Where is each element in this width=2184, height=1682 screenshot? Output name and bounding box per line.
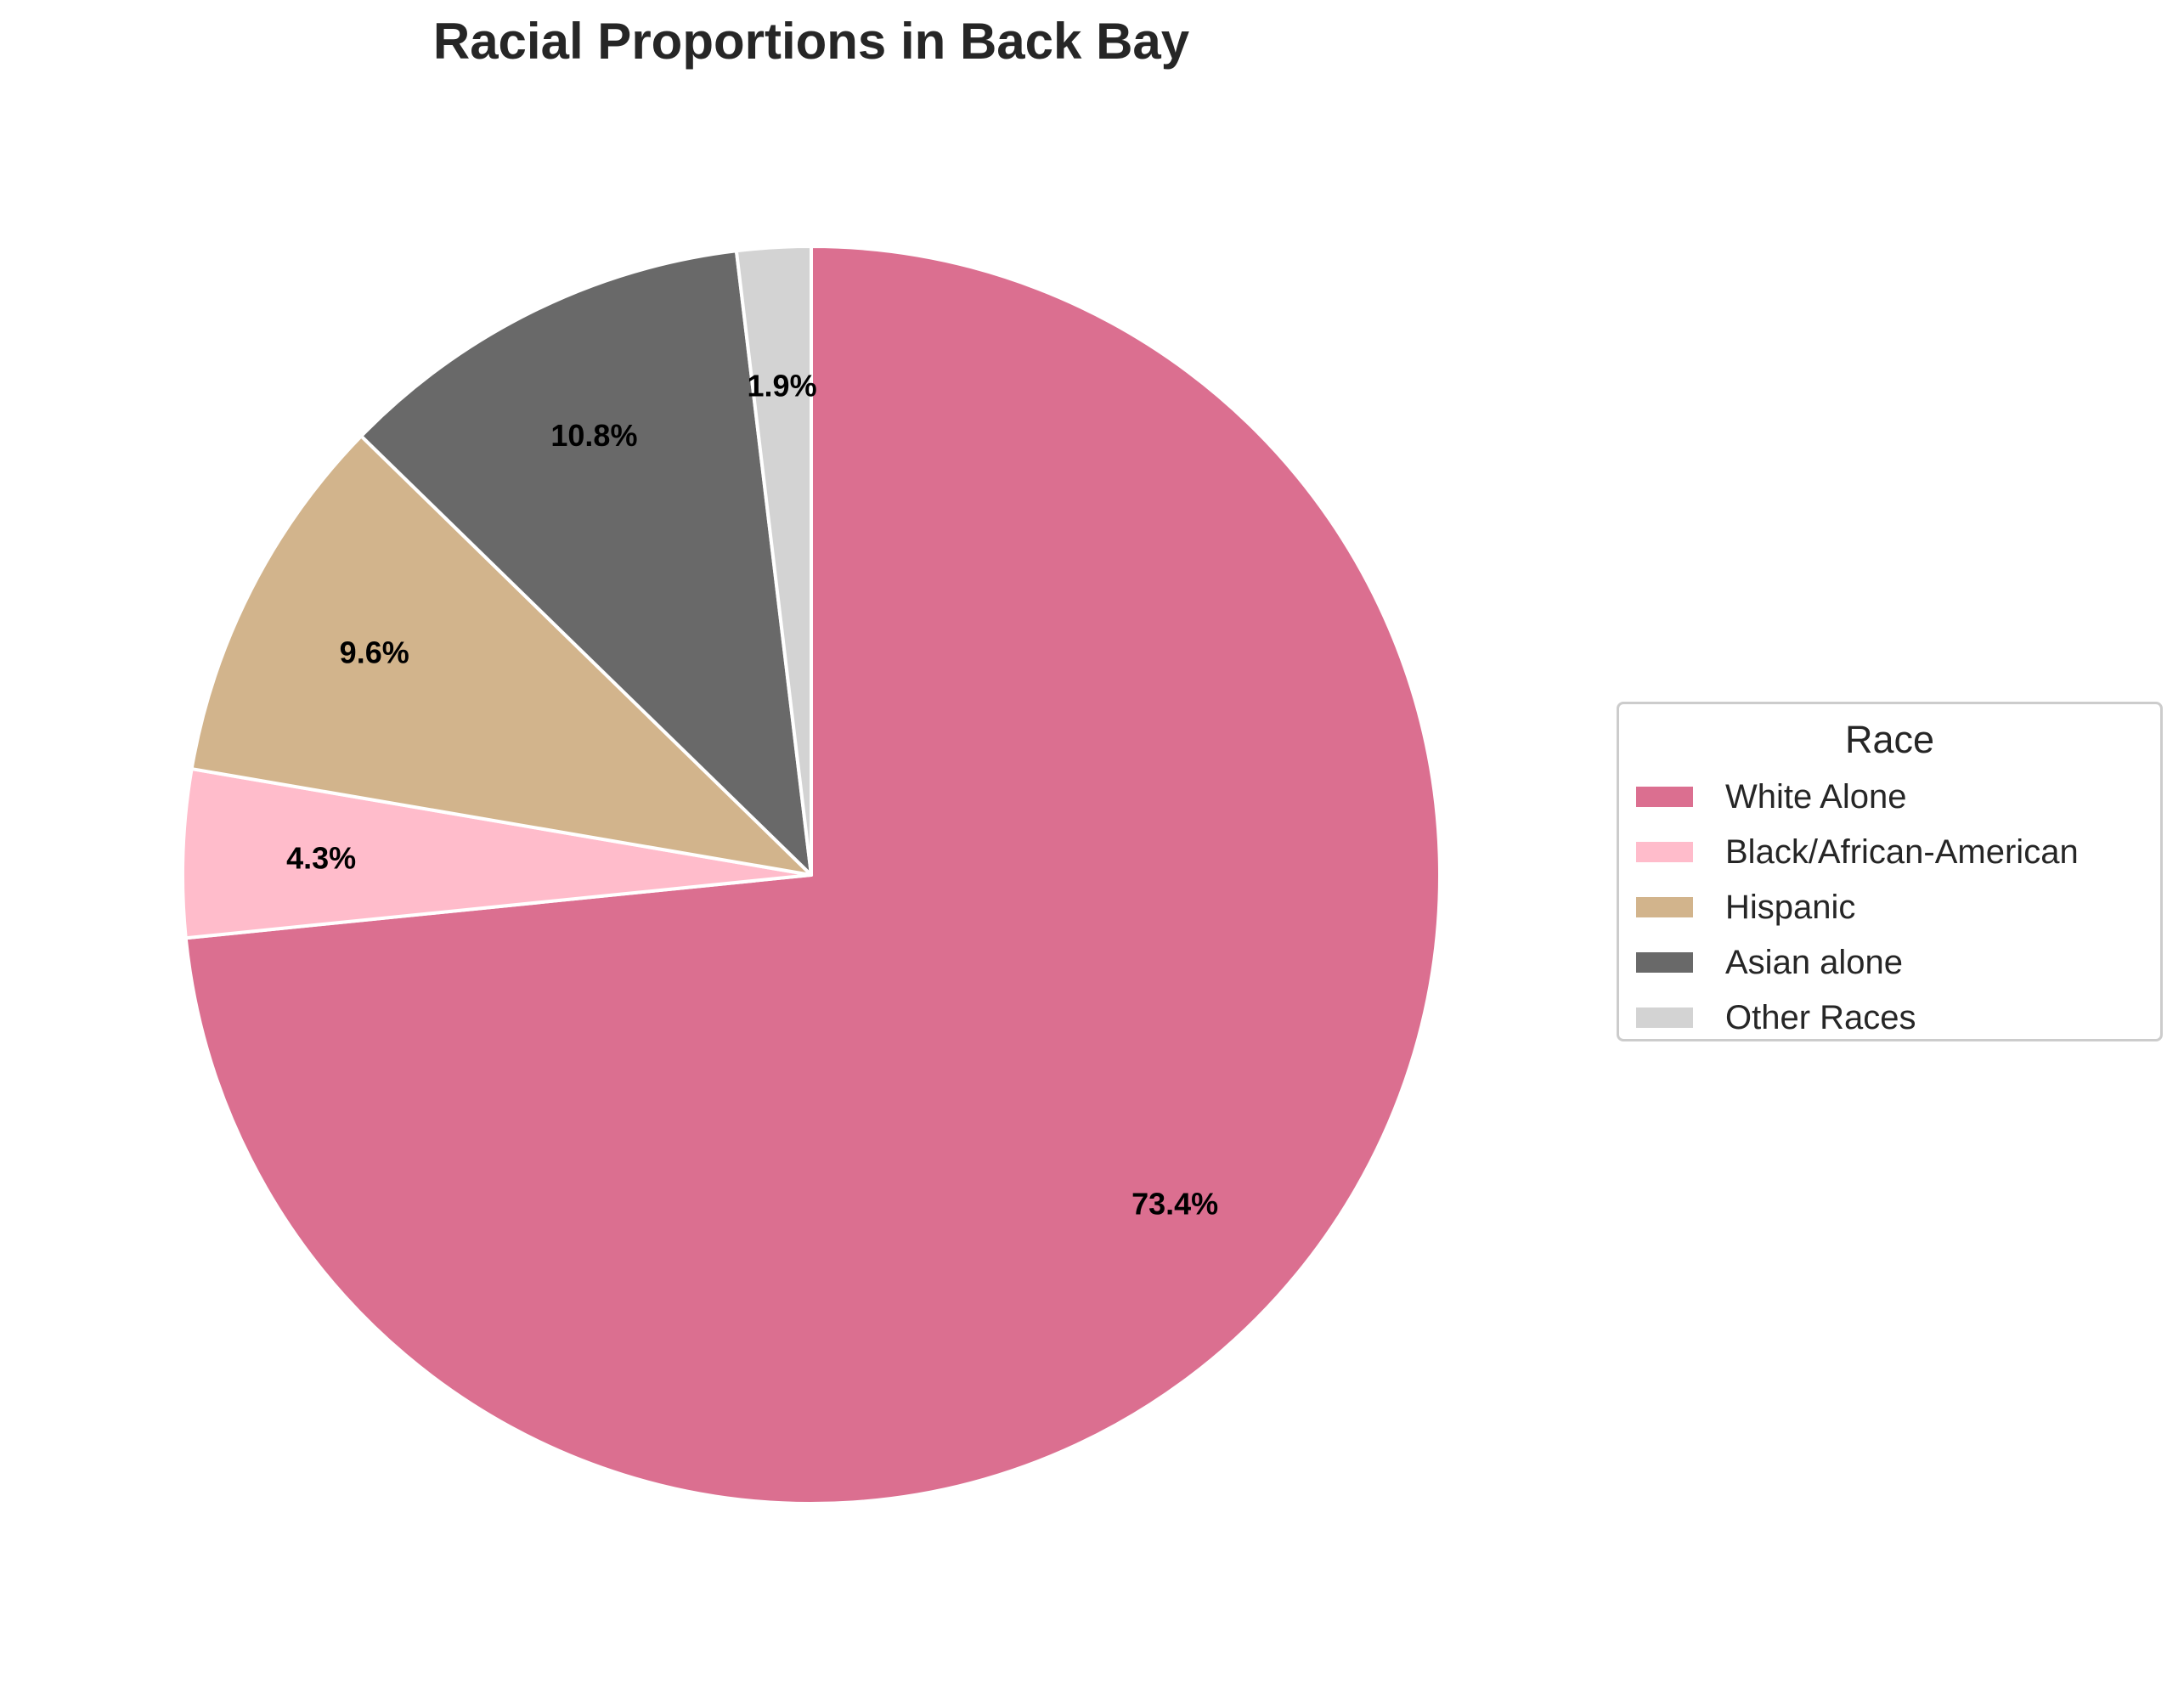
legend-label: Other Races xyxy=(1725,998,1916,1036)
slice-percent-label: 73.4% xyxy=(1132,1187,1218,1222)
legend-swatch xyxy=(1636,1008,1693,1028)
legend: Race White Alone Black/African-American Hi… xyxy=(1617,702,2163,1041)
legend-item: Black/African-American xyxy=(1636,831,2079,873)
pie-slice-other-races xyxy=(734,245,813,877)
legend-swatch xyxy=(1636,787,1693,807)
pie-slice-asian-alone xyxy=(359,249,813,877)
legend-item: Other Races xyxy=(1636,996,1916,1039)
legend-item: Hispanic xyxy=(1636,886,1855,928)
slice-percent-label: 9.6% xyxy=(340,635,409,669)
legend-item: White Alone xyxy=(1636,776,1906,818)
legend-swatch xyxy=(1636,842,1693,862)
legend-label: Hispanic xyxy=(1725,888,1856,926)
slice-percent-label: 4.3% xyxy=(286,841,356,876)
slice-percent-label: 1.9% xyxy=(748,368,817,403)
legend-swatch xyxy=(1636,952,1693,973)
chart-title: Racial Proportions in Back Bay xyxy=(432,13,1190,70)
pie-slice-black-african-american xyxy=(181,767,813,940)
legend-label: Black/African-American xyxy=(1725,833,2079,871)
legend-label: Asian alone xyxy=(1725,943,1904,981)
legend-item: Asian alone xyxy=(1636,941,1903,984)
pie-slice-hispanic xyxy=(189,434,813,877)
legend-label: White Alone xyxy=(1725,777,1907,816)
legend-swatch xyxy=(1636,897,1693,917)
slice-percent-label: 10.8% xyxy=(550,418,637,453)
legend-title: Race xyxy=(1844,718,1935,761)
